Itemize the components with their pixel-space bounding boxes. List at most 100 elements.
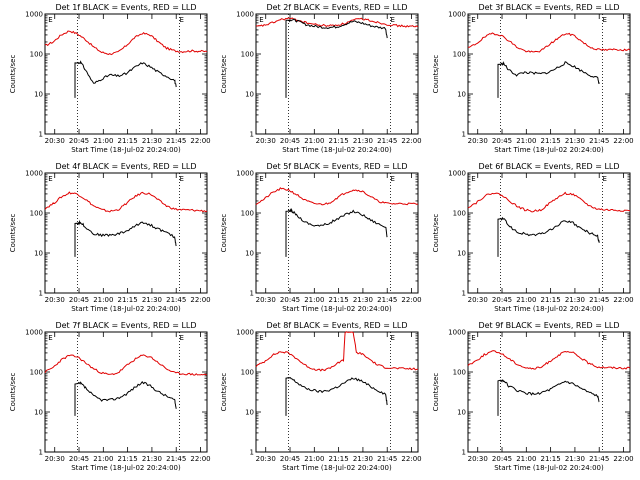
x-tick-label: 20:30: [468, 137, 488, 145]
x-tick-label: 21:30: [565, 296, 585, 304]
panel-title: Det 4f BLACK = Events, RED = LLD: [55, 162, 196, 171]
y-axis-label: Counts/sec: [220, 214, 228, 253]
lld-series-line: [255, 187, 419, 206]
x-tick-label: 22:00: [190, 455, 210, 463]
x-axis-label: Start Time (18-Jul-02 20:24:00): [494, 464, 604, 472]
y-tick-label: 1: [39, 449, 43, 457]
y-axis-label: Counts/sec: [432, 214, 440, 253]
y-tick-label: 100: [453, 210, 466, 218]
y-tick-label: 1: [39, 290, 43, 298]
x-axis-label: Start Time (18-Jul-02 20:24:00): [282, 305, 392, 313]
y-tick-label: 1: [39, 131, 43, 139]
detector-panel: Det 9f BLACK = Events, RED = LLD 1 10 100 10…: [432, 321, 634, 472]
x-tick-label: 21:15: [541, 455, 561, 463]
x-tick-label: 20:45: [280, 455, 300, 463]
detector-panel: Det 6f BLACK = Events, RED = LLD 1 10 100 10…: [432, 162, 634, 313]
lld-series-line: [44, 191, 208, 213]
y-tick-label: 100: [453, 51, 466, 59]
y-tick-label: 10: [34, 91, 43, 99]
eclipse-marker-label: E: [48, 16, 52, 24]
y-tick-label: 1000: [448, 11, 466, 19]
eclipse-marker-label: E: [471, 334, 475, 342]
x-tick-label: 22:00: [401, 455, 421, 463]
events-series-line: [74, 380, 177, 416]
x-tick-label: 20:45: [280, 296, 300, 304]
x-tick-label: 20:45: [280, 137, 300, 145]
events-series-line: [285, 18, 388, 98]
eclipse-marker-label: E: [471, 175, 475, 183]
x-tick-label: 21:00: [93, 296, 113, 304]
detector-panel: Det 7f BLACK = Events, RED = LLD 1 10 100 10…: [9, 321, 211, 472]
eclipse-marker-label: E: [602, 16, 606, 24]
x-tick-label: 21:30: [142, 296, 162, 304]
x-tick-label: 21:45: [166, 296, 186, 304]
x-tick-label: 21:45: [377, 455, 397, 463]
panel-title: Det 5f BLACK = Events, RED = LLD: [266, 162, 407, 171]
eclipse-marker-label: E: [602, 334, 606, 342]
y-tick-label: 10: [245, 250, 254, 258]
x-tick-label: 20:45: [69, 296, 89, 304]
x-tick-label: 21:15: [541, 137, 561, 145]
events-series-line: [285, 207, 388, 257]
y-tick-label: 1000: [236, 170, 254, 178]
x-tick-label: 20:30: [256, 455, 276, 463]
lld-series-line: [467, 350, 631, 370]
x-tick-label: 21:30: [142, 455, 162, 463]
plot-frame: [44, 172, 208, 294]
x-tick-label: 21:15: [329, 455, 349, 463]
plot-frame: [255, 331, 419, 453]
eclipse-marker-label: E: [48, 175, 52, 183]
detector-panel: Det 3f BLACK = Events, RED = LLD 1 10 100 10…: [432, 3, 634, 154]
y-tick-label: 1: [250, 290, 254, 298]
x-tick-label: 21:45: [166, 137, 186, 145]
x-tick-label: 21:45: [166, 455, 186, 463]
x-axis-label: Start Time (18-Jul-02 20:24:00): [71, 146, 181, 154]
y-tick-label: 1: [250, 449, 254, 457]
plot-frame: [467, 331, 631, 453]
x-tick-label: 22:00: [190, 296, 210, 304]
y-tick-label: 1: [250, 131, 254, 139]
eclipse-marker-label: E: [602, 175, 606, 183]
x-tick-label: 21:30: [353, 455, 373, 463]
y-tick-label: 1000: [236, 11, 254, 19]
plot-frame: [467, 172, 631, 294]
y-tick-label: 10: [245, 91, 254, 99]
x-tick-label: 20:30: [45, 455, 65, 463]
x-tick-label: 20:30: [45, 137, 65, 145]
x-tick-label: 21:45: [589, 296, 609, 304]
x-tick-label: 21:00: [516, 137, 536, 145]
x-tick-label: 21:00: [516, 296, 536, 304]
eclipse-marker-label: E: [390, 334, 394, 342]
y-tick-label: 1000: [25, 11, 43, 19]
x-tick-label: 20:45: [492, 296, 512, 304]
y-tick-label: 100: [241, 210, 254, 218]
eclipse-marker-label: E: [259, 334, 263, 342]
plot-frame: [467, 13, 631, 135]
events-series-line: [74, 219, 177, 257]
detector-panel: Det 2f BLACK = Events, RED = LLD 1 10 100 10…: [220, 3, 422, 154]
y-tick-label: 1000: [448, 329, 466, 337]
x-tick-label: 20:45: [492, 455, 512, 463]
y-tick-label: 1000: [25, 329, 43, 337]
lld-series-line: [468, 32, 631, 53]
x-tick-label: 21:45: [589, 455, 609, 463]
y-tick-label: 100: [241, 51, 254, 59]
y-tick-label: 100: [241, 369, 254, 377]
x-axis-label: Start Time (18-Jul-02 20:24:00): [282, 464, 392, 472]
events-series-line: [74, 60, 177, 98]
events-series-line: [285, 376, 388, 416]
eclipse-marker-label: E: [48, 334, 52, 342]
x-tick-label: 20:45: [69, 455, 89, 463]
x-axis-label: Start Time (18-Jul-02 20:24:00): [282, 146, 392, 154]
y-axis-label: Counts/sec: [220, 373, 228, 412]
plot-frame: [44, 331, 208, 453]
eclipse-marker-label: E: [390, 16, 394, 24]
x-tick-label: 21:30: [353, 296, 373, 304]
y-axis-label: Counts/sec: [220, 55, 228, 94]
y-tick-label: 100: [30, 210, 43, 218]
y-tick-label: 10: [457, 250, 466, 258]
x-tick-label: 22:00: [613, 137, 633, 145]
x-tick-label: 21:15: [118, 137, 138, 145]
y-tick-label: 10: [457, 409, 466, 417]
panel-title: Det 1f BLACK = Events, RED = LLD: [55, 3, 196, 12]
